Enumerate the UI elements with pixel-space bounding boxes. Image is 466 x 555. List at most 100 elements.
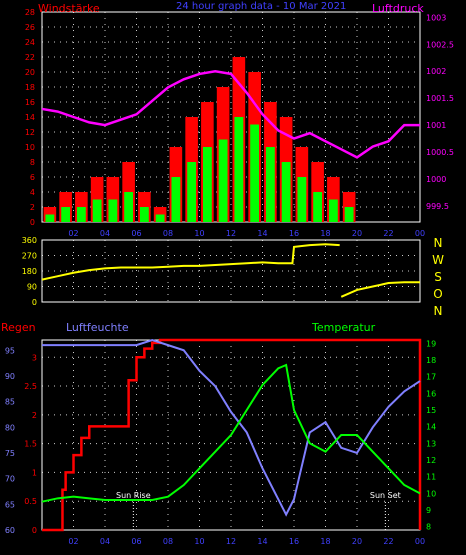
pressure-tick-label: 1003 (426, 13, 446, 22)
temperature-tick-label: 15 (426, 406, 436, 415)
x-tick-label: 12 (226, 229, 236, 238)
humidity-axis-label: Luftfeuchte (66, 321, 129, 334)
humidity-axis-ticks: 60 65 70 75 80 85 90 95 (5, 346, 15, 535)
mean-bar (234, 117, 244, 222)
rain-tick-label: 0.5 (24, 497, 37, 506)
wind-tick-label: 6 (30, 173, 35, 182)
compass-letter: N (434, 304, 443, 318)
humidity-tick-label: 90 (5, 372, 15, 381)
x-tick-label: 18 (320, 229, 330, 238)
x-tick-label: 08 (163, 229, 173, 238)
mean-bar (297, 177, 307, 222)
x-tick-label: 16 (289, 537, 299, 546)
temperature-tick-label: 18 (426, 356, 436, 365)
mean-bar (265, 147, 275, 222)
pressure-tick-label: 1000.5 (426, 148, 454, 157)
rain-tick-label: 1.5 (24, 440, 37, 449)
direction-line (340, 281, 420, 298)
rain-axis-ticks: 0 0.5 1 1.5 2 2.5 3 (24, 353, 37, 535)
compass-letter: O (433, 287, 442, 301)
temperature-axis-label: Temperatur (311, 321, 376, 334)
direction-tick-label: 360 (22, 236, 37, 245)
mean-bar (45, 214, 55, 222)
wind-tick-label: 8 (30, 158, 35, 167)
temperature-tick-label: 17 (426, 373, 436, 382)
rain-line (42, 338, 422, 532)
direction-tick-label: 270 (22, 252, 37, 261)
pressure-tick-label: 1001.5 (426, 94, 454, 103)
x-tick-label: 02 (68, 537, 78, 546)
mean-bar (202, 147, 212, 222)
x-tick-label: 22 (383, 537, 393, 546)
humidity-tick-label: 80 (5, 423, 15, 432)
x-tick-label: 16 (289, 229, 299, 238)
wind-tick-label: 24 (25, 38, 35, 47)
x-tick-label: 14 (257, 229, 267, 238)
direction-line (41, 243, 340, 281)
wind-tick-label: 18 (25, 83, 35, 92)
x-tick-label: 08 (163, 537, 173, 546)
bottom-series (41, 338, 422, 532)
pressure-tick-label: 1001 (426, 121, 446, 130)
mean-bar (76, 207, 86, 222)
wind-tick-label: 20 (25, 68, 35, 77)
x-tick-label: 04 (100, 537, 110, 546)
rain-axis-label: Regen (1, 321, 36, 334)
temperature-tick-label: 11 (426, 473, 436, 482)
sun-annotations: Sun Rise Sun Set (116, 491, 401, 530)
temperature-tick-label: 13 (426, 439, 436, 448)
wind-tick-label: 26 (25, 23, 35, 32)
pressure-axis-label: Luftdruck (372, 2, 424, 15)
mean-bar (108, 199, 118, 222)
humidity-tick-label: 65 (5, 500, 15, 509)
direction-axis-ticks: 0 90 180 270 360 (22, 236, 37, 307)
mean-bar (281, 162, 291, 222)
mean-bar (139, 207, 149, 222)
temperature-tick-label: 10 (426, 489, 436, 498)
x-tick-label: 20 (352, 537, 362, 546)
humidity-tick-label: 75 (5, 449, 15, 458)
mean-bar (344, 207, 354, 222)
top-x-axis-ticks: 02 04 06 08 10 12 14 16 18 20 22 00 (68, 229, 425, 238)
direction-tick-label: 0 (32, 298, 37, 307)
rain-tick-label: 2.5 (24, 382, 37, 391)
compass-letter: W (432, 253, 444, 267)
wind-tick-label: 10 (25, 143, 35, 152)
direction-grid (42, 239, 421, 303)
temperature-tick-label: 16 (426, 389, 436, 398)
pressure-axis-ticks: 999.5 1000 1000.5 1001 1001.5 1002 1002.5 1003 (426, 13, 454, 210)
pressure-series (41, 69, 420, 159)
pressure-tick-label: 1002 (426, 67, 446, 76)
compass-letter: S (434, 270, 442, 284)
humidity-tick-label: 85 (5, 398, 15, 407)
wind-tick-label: 2 (30, 203, 35, 212)
direction-series (41, 243, 420, 298)
x-tick-label: 10 (194, 537, 204, 546)
mean-bar (92, 199, 102, 222)
mean-bar (313, 192, 323, 222)
wind-tick-label: 28 (25, 8, 35, 17)
wind-grid (42, 11, 421, 223)
direction-tick-label: 90 (27, 283, 37, 292)
compass-letter: N (434, 236, 443, 250)
temperature-tick-label: 19 (426, 339, 436, 348)
rain-tick-label: 1 (32, 468, 37, 477)
temperature-tick-label: 8 (426, 523, 431, 532)
chart-title: 24 hour graph data - 10 Mar 2021 (176, 1, 346, 12)
wind-axis-label: Windstärke (38, 2, 100, 15)
x-tick-label: 02 (68, 229, 78, 238)
x-tick-label: 06 (131, 537, 141, 546)
sun-annotation-label: Sun Rise (116, 491, 151, 500)
x-tick-label: 18 (320, 537, 330, 546)
x-tick-label: 00 (415, 537, 425, 546)
temperature-tick-label: 9 (426, 506, 431, 515)
mean-bar (250, 124, 260, 222)
x-tick-label: 00 (415, 229, 425, 238)
wind-tick-label: 0 (30, 218, 35, 227)
wind-tick-label: 4 (30, 188, 35, 197)
x-tick-label: 06 (131, 229, 141, 238)
humidity-tick-label: 70 (5, 475, 15, 484)
